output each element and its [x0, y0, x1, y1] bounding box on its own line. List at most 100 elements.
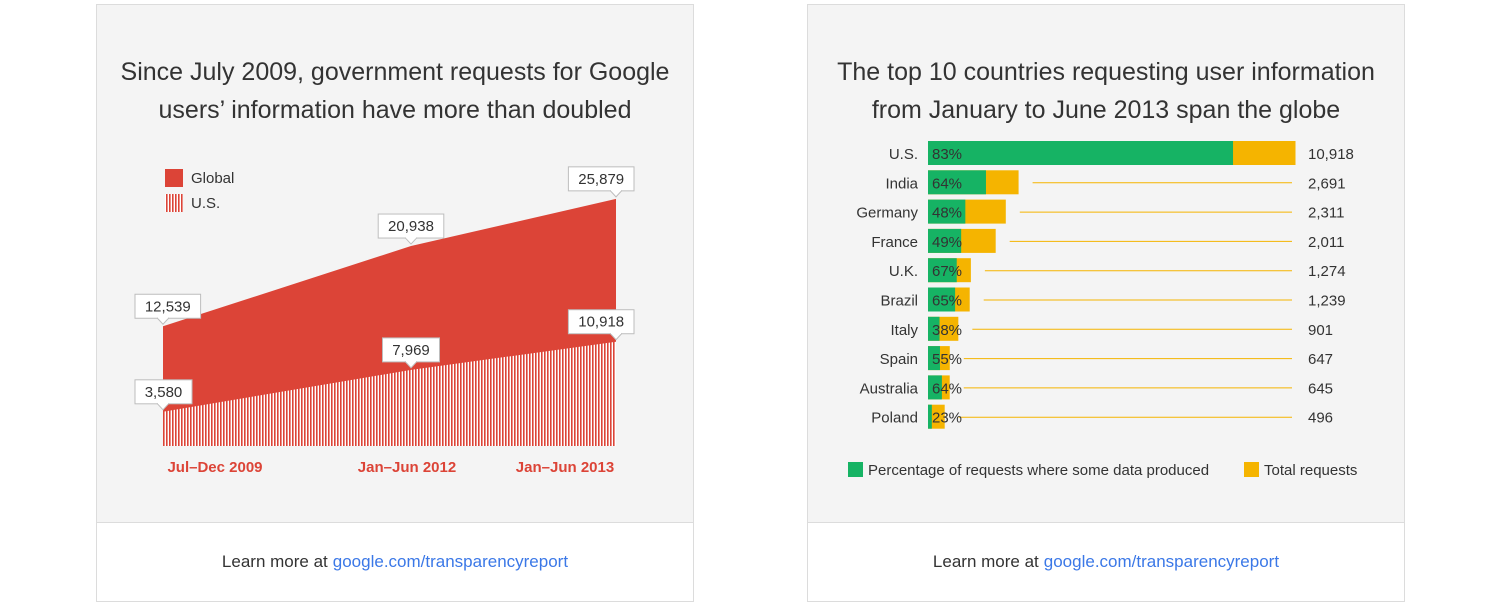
us-label-1-pointer	[404, 361, 418, 369]
legend-global-swatch	[165, 169, 183, 187]
percent-label-4: 67%	[932, 263, 962, 280]
produced-bar-4	[928, 258, 957, 283]
left-title-line-2: users’ information have more than double…	[158, 96, 632, 124]
right-chart-title: The top 10 countries requesting user inf…	[808, 53, 1404, 129]
bar-row-6: Italy 38% 901	[890, 316, 1333, 341]
right-chart-panel: The top 10 countries requesting user inf…	[807, 4, 1405, 602]
global-label-0-pointer	[156, 317, 170, 325]
us-label-1: 7,969	[382, 337, 440, 369]
total-label-2: 2,311	[1308, 205, 1344, 222]
legend-produced-label: Percentage of requests where some data p…	[868, 462, 1209, 479]
global-label-0: 12,539	[134, 293, 202, 325]
global-label-0-text: 12,539	[145, 298, 191, 315]
us-label-1-text: 7,969	[392, 342, 430, 359]
country-label-8: Australia	[860, 380, 919, 397]
right-title-line-2: from January to June 2013 span the globe	[871, 96, 1341, 124]
left-title-line-1: Since July 2009, government requests for…	[120, 58, 670, 86]
produced-bar-2	[928, 199, 966, 224]
us-label-0-text: 3,580	[145, 384, 183, 401]
total-label-1: 2,691	[1308, 175, 1346, 192]
right-title-line-1: The top 10 countries requesting user inf…	[837, 58, 1375, 86]
produced-bar-5	[928, 287, 956, 312]
total-label-7: 647	[1308, 351, 1333, 368]
us-label-1-box	[382, 337, 440, 363]
percent-label-5: 65%	[932, 293, 962, 310]
country-label-6: Italy	[890, 322, 918, 339]
country-label-3: France	[871, 234, 918, 251]
country-label-9: Poland	[871, 410, 918, 427]
legend-us-label: U.S.	[191, 195, 220, 212]
x-tick-label-2: Jan–Jun 2013	[516, 459, 614, 476]
legend-total-swatch	[1244, 462, 1259, 477]
bar-row-7: Spain 55% 647	[880, 346, 1333, 371]
country-label-5: Brazil	[880, 293, 918, 310]
percent-label-7: 55%	[932, 351, 962, 368]
x-tick-label-1: Jan–Jun 2012	[358, 459, 456, 476]
global-label-2-pointer	[609, 190, 623, 198]
us-label-2: 10,918	[567, 309, 635, 341]
left-chart-title: Since July 2009, government requests for…	[97, 53, 693, 129]
us-label-2-box	[567, 309, 635, 335]
global-label-1-pointer	[404, 237, 418, 245]
left-footer: Learn more at google.com/transparencyrep…	[97, 522, 693, 601]
right-footer: Learn more at google.com/transparencyrep…	[808, 522, 1404, 601]
area-us	[163, 341, 616, 446]
total-label-8: 645	[1308, 380, 1333, 397]
percent-label-9: 23%	[932, 410, 962, 427]
global-label-2: 25,879	[567, 166, 635, 198]
us-label-0-pointer	[156, 402, 170, 411]
total-label-9: 496	[1308, 410, 1333, 427]
percent-label-1: 64%	[932, 175, 962, 192]
produced-bar-6	[928, 316, 940, 341]
produced-bar-3	[928, 228, 962, 253]
percent-label-0: 83%	[932, 146, 962, 163]
bar-chart: U.S. 83% 10,918 India 64% 2,691 Germany 48% 2,31…	[848, 141, 1357, 479]
area-chart: Global U.S. 12,539 20,938 25,879 3,580 7,969…	[134, 166, 635, 476]
us-label-2-text: 10,918	[578, 314, 624, 331]
bar-row-4: U.K. 67% 1,274	[889, 258, 1346, 283]
total-label-0: 10,918	[1308, 146, 1354, 163]
global-label-2-text: 25,879	[578, 171, 624, 188]
percent-label-8: 64%	[932, 380, 962, 397]
produced-bar-1	[928, 170, 986, 195]
total-bar-9	[928, 404, 945, 429]
country-label-1: India	[885, 175, 918, 192]
country-label-0: U.S.	[889, 146, 918, 163]
total-label-5: 1,239	[1308, 293, 1346, 310]
produced-bar-9	[928, 404, 932, 429]
country-label-7: Spain	[880, 351, 918, 368]
percent-label-3: 49%	[932, 234, 962, 251]
total-label-6: 901	[1308, 322, 1333, 339]
bar-row-8: Australia 64% 645	[860, 375, 1333, 400]
global-label-1: 20,938	[377, 213, 445, 245]
legend-total-label: Total requests	[1264, 462, 1357, 479]
country-label-4: U.K.	[889, 263, 918, 280]
global-label-1-text: 20,938	[388, 218, 434, 235]
us-label-0: 3,580	[134, 379, 193, 411]
bar-row-9: Poland 23% 496	[871, 404, 1333, 429]
bar-row-0: U.S. 83% 10,918	[889, 141, 1354, 165]
total-label-4: 1,274	[1308, 263, 1346, 280]
right-footer-link[interactable]: google.com/transparencyreport	[1043, 552, 1280, 571]
produced-bar-0	[928, 141, 1234, 165]
bar-row-3: France 49% 2,011	[871, 228, 1344, 253]
bar-row-5: Brazil 65% 1,239	[880, 287, 1346, 312]
x-tick-label-0: Jul–Dec 2009	[167, 459, 262, 476]
right-footer-text: Learn more at	[932, 552, 1039, 571]
left-footer-link[interactable]: google.com/transparencyreport	[332, 552, 569, 571]
country-label-2: Germany	[856, 205, 918, 222]
us-label-2-pointer	[609, 332, 623, 341]
left-footer-text: Learn more at	[221, 552, 328, 571]
bar-row-1: India 64% 2,691	[885, 170, 1346, 195]
total-label-3: 2,011	[1308, 234, 1344, 251]
legend-produced-swatch	[848, 462, 863, 477]
produced-bar-8	[928, 375, 942, 400]
legend-us-swatch	[165, 194, 183, 212]
global-label-2-box	[567, 166, 635, 192]
percent-label-6: 38%	[932, 322, 962, 339]
us-label-0-box	[134, 379, 193, 405]
produced-bar-7	[928, 346, 940, 371]
legend-global-label: Global	[191, 170, 234, 187]
left-chart-panel: Since July 2009, government requests for…	[96, 4, 694, 602]
bar-row-2: Germany 48% 2,311	[856, 199, 1344, 224]
